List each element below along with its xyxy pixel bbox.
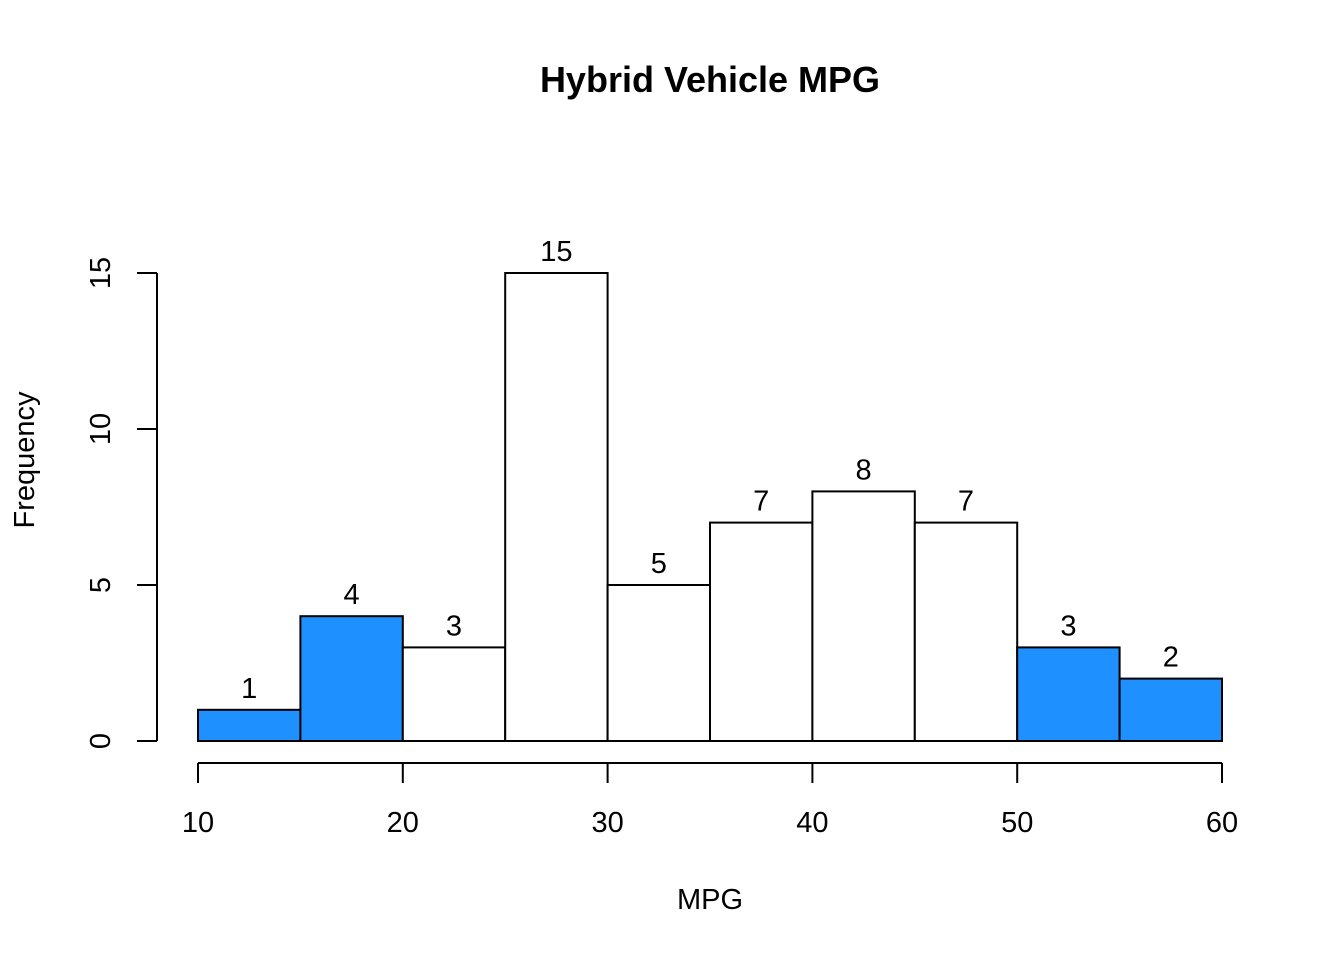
x-axis-label: MPG (677, 884, 743, 916)
y-axis-label: Frequency (9, 391, 41, 529)
histogram-bar (811, 490, 916, 742)
bar-count-label: 7 (753, 486, 769, 518)
y-tick-label: 15 (85, 257, 117, 289)
bar-count-label: 5 (651, 548, 667, 580)
x-tick-label: 50 (1001, 807, 1033, 839)
histogram-bar (504, 272, 609, 742)
bar-count-label: 1 (241, 673, 257, 705)
histogram-bar (606, 584, 711, 742)
y-axis: 0 5 10 15 (85, 257, 158, 749)
histogram-bar (197, 708, 302, 742)
histogram-bar (299, 615, 404, 743)
histogram-bar (1118, 677, 1223, 742)
histogram-bar (1016, 646, 1121, 743)
x-tick-label: 30 (591, 807, 623, 839)
bar-labels-group: 1 4 3 15 5 7 8 7 3 2 (241, 236, 1179, 705)
bars-group (197, 272, 1223, 743)
y-tick-label: 0 (85, 733, 117, 749)
x-axis: 10 20 30 40 50 60 (182, 762, 1238, 839)
histogram-bar (401, 646, 507, 743)
bar-count-label: 2 (1163, 642, 1179, 674)
bar-count-label: 3 (1060, 610, 1076, 642)
y-tick-label: 10 (85, 413, 117, 445)
bar-count-label: 3 (446, 610, 462, 642)
chart-title: Hybrid Vehicle MPG (540, 59, 880, 100)
histogram-bar (709, 521, 814, 742)
x-tick-label: 60 (1206, 807, 1238, 839)
x-tick-label: 10 (182, 807, 214, 839)
x-tick-label: 20 (387, 807, 419, 839)
x-tick-label: 40 (796, 807, 828, 839)
histogram-bar (913, 521, 1019, 742)
y-tick-label: 5 (85, 577, 117, 593)
bar-count-label: 15 (540, 236, 572, 268)
bar-count-label: 4 (344, 579, 360, 611)
bar-count-label: 8 (856, 454, 872, 486)
bar-count-label: 7 (958, 486, 974, 518)
